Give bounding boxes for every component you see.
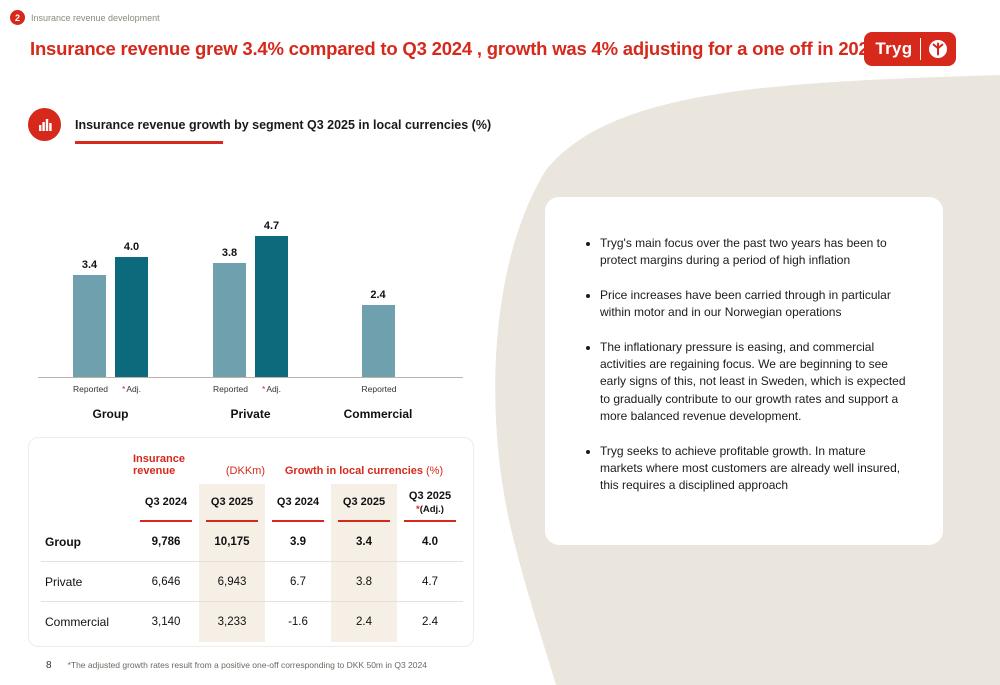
bar-commercial-reported xyxy=(361,305,395,377)
col-header-q3-2025-dkkm: Q3 2025 xyxy=(199,484,265,522)
bar-group-reported xyxy=(73,275,106,377)
series-label-reported: Reported xyxy=(213,384,248,394)
bar-chart-icon xyxy=(28,108,61,141)
group-label: Private xyxy=(230,407,271,421)
bar-value-label: 3.4 xyxy=(81,259,98,271)
bar-pair: 3.8 4.7 xyxy=(213,205,288,377)
table-group-header-growth: Growth in local currencies (%) xyxy=(284,465,444,477)
table-cell: 6,943 xyxy=(199,562,265,602)
bar-value-label: 4.7 xyxy=(263,220,280,232)
slide-number-badge: 2 xyxy=(10,10,25,25)
series-label-adjusted: *Adj. xyxy=(262,384,281,394)
bar-wrap: 2.4 xyxy=(361,289,395,377)
group-label: Commercial xyxy=(343,407,413,421)
chart-group-group: 3.4 4.0 Reported *Adj. Group xyxy=(38,205,183,421)
chart-group-commercial: 2.4 Reported Commercial xyxy=(318,205,438,421)
section-underline xyxy=(75,141,223,144)
bar-pair: 3.4 4.0 xyxy=(73,205,148,377)
col-header-q3-2024-dkkm: Q3 2024 xyxy=(133,484,199,522)
bar-private-reported xyxy=(213,263,246,377)
bar-wrap: 3.4 xyxy=(73,259,106,377)
logo-emblem-icon xyxy=(929,40,947,58)
logo-wordmark: Tryg xyxy=(875,39,913,58)
series-labels: Reported xyxy=(361,384,397,394)
bar-private-adjusted xyxy=(255,236,288,377)
bar-wrap: 3.8 xyxy=(213,247,246,377)
bar-wrap: 4.0 xyxy=(115,241,148,377)
series-label-adjusted: *Adj. xyxy=(122,384,141,394)
row-label-group: Group xyxy=(41,522,133,562)
page-title: Insurance revenue grew 3.4% compared to … xyxy=(30,38,879,59)
bullet-item: Tryg's main focus over the past two year… xyxy=(600,235,909,270)
table-cell: 3.8 xyxy=(331,562,397,602)
table-group-header-revenue: Insurance revenue (DKKm) xyxy=(133,453,265,477)
bullet-item: Price increases have been carried throug… xyxy=(600,287,909,322)
revenue-table-card: Insurance revenue (DKKm) Growth in local … xyxy=(28,437,474,647)
table-corner-cell xyxy=(41,448,133,484)
col-header-q3-2025-adj: Q3 2025 *(Adj.) xyxy=(397,484,463,522)
bar-value-label: 4.0 xyxy=(123,241,140,253)
commentary-card: Tryg's main focus over the past two year… xyxy=(545,197,943,545)
logo-divider xyxy=(919,38,921,60)
chart-group-private: 3.8 4.7 Reported *Adj. Private xyxy=(183,205,318,421)
col-header-q3-2024-growth: Q3 2024 xyxy=(265,484,331,522)
table-cell: 3.4 xyxy=(331,522,397,562)
table-cell: 3,140 xyxy=(151,616,181,628)
bullet-item: Tryg seeks to achieve profitable growth.… xyxy=(600,443,909,495)
col-header-q3-2025-growth: Q3 2025 xyxy=(331,484,397,522)
bar-wrap: 4.7 xyxy=(255,220,288,377)
bullet-item: The inflationary pressure is easing, and… xyxy=(600,339,909,426)
row-label-private: Private xyxy=(41,562,133,602)
table-header-empty xyxy=(41,484,133,522)
series-labels: Reported *Adj. xyxy=(213,384,288,394)
table-cell: 6,646 xyxy=(133,562,199,602)
table-cell: 4.0 xyxy=(397,522,463,562)
chart-baseline xyxy=(38,377,463,378)
slide-tag: 2 Insurance revenue development xyxy=(10,10,160,25)
page-number: 8 xyxy=(46,660,52,671)
segment-growth-chart: 3.4 4.0 Reported *Adj. Group xyxy=(38,205,468,421)
footnote: *The adjusted growth rates result from a… xyxy=(67,660,427,670)
table-cell: 4.7 xyxy=(397,562,463,602)
footer: 8 *The adjusted growth rates result from… xyxy=(46,660,427,671)
series-labels: Reported *Adj. xyxy=(73,384,148,394)
table-cell: 2.4 xyxy=(331,602,397,642)
bullet-list: Tryg's main focus over the past two year… xyxy=(585,235,909,495)
table-cell: 3.9 xyxy=(265,522,331,562)
table-cell: -1.6 xyxy=(288,616,308,628)
tryg-logo: Tryg xyxy=(864,32,956,66)
group-label: Group xyxy=(92,407,129,421)
row-label-commercial: Commercial xyxy=(45,615,110,629)
chart-groups: 3.4 4.0 Reported *Adj. Group xyxy=(38,205,468,421)
bar-group-adjusted xyxy=(115,257,148,377)
table-cell: 10,175 xyxy=(199,522,265,562)
slide-tag-label: Insurance revenue development xyxy=(31,12,160,23)
bar-single: 2.4 xyxy=(361,205,395,377)
table-cell: 3,233 xyxy=(199,602,265,642)
bar-value-label: 3.8 xyxy=(221,247,238,259)
series-label-reported: Reported xyxy=(73,384,108,394)
bar-chart-glyph-icon xyxy=(38,118,52,131)
revenue-table: Insurance revenue (DKKm) Growth in local … xyxy=(41,448,463,642)
section-heading: Insurance revenue growth by segment Q3 2… xyxy=(75,118,492,132)
table-cell: 2.4 xyxy=(422,616,438,628)
series-label-reported: Reported xyxy=(361,384,397,394)
table-cell: 9,786 xyxy=(133,522,199,562)
bar-value-label: 2.4 xyxy=(370,289,386,301)
table-cell: 6.7 xyxy=(265,562,331,602)
